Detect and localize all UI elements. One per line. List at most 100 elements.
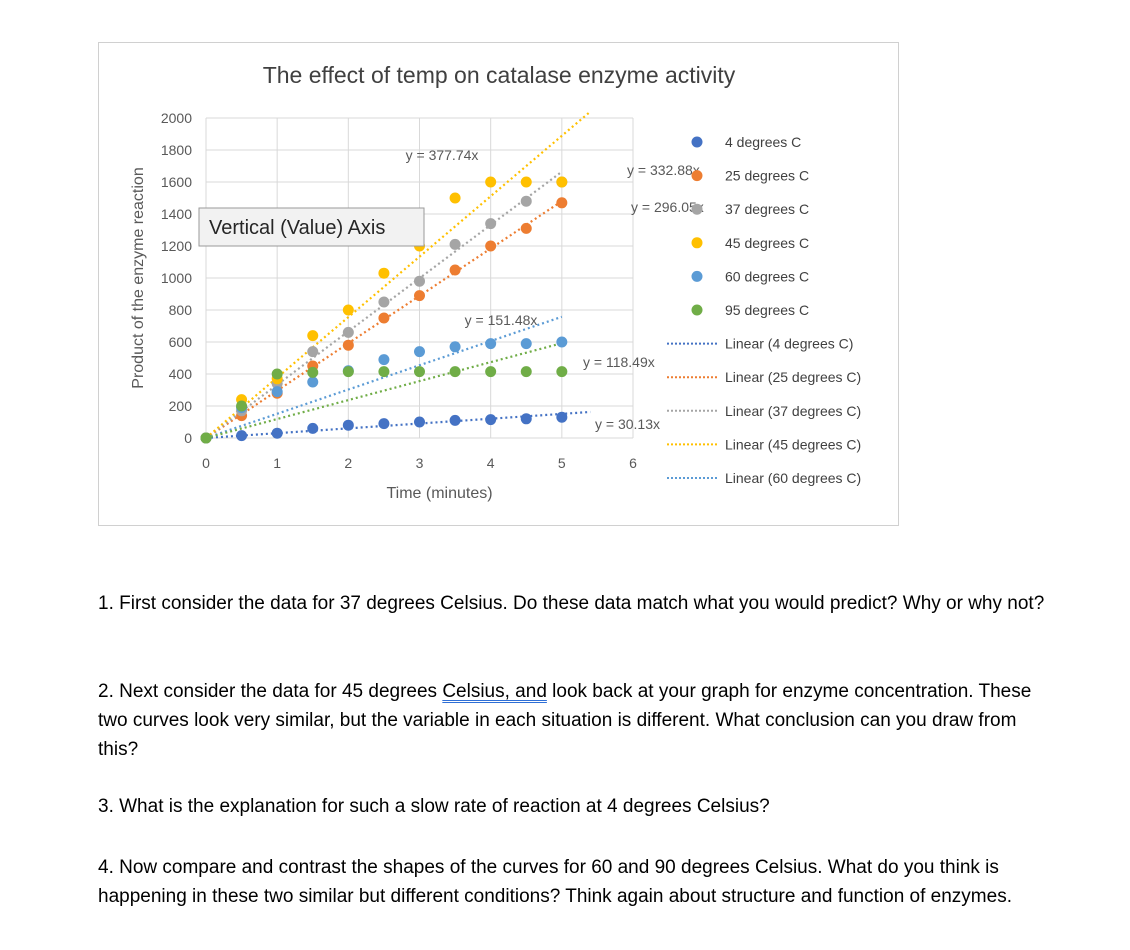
legend-label: 37 degrees C xyxy=(725,201,809,217)
data-point xyxy=(556,176,568,188)
data-point xyxy=(556,411,568,423)
data-point xyxy=(414,290,425,302)
axis-tooltip: Vertical (Value) Axis xyxy=(198,207,425,247)
data-point xyxy=(414,346,425,358)
axis-tooltip-box xyxy=(198,207,425,247)
x-tick-label: 0 xyxy=(202,455,210,471)
y-tick-label: 0 xyxy=(184,430,192,446)
y-tick-label: 200 xyxy=(169,398,193,414)
trendline xyxy=(205,200,563,439)
data-point xyxy=(449,366,461,378)
legend-label: Linear (37 degrees C) xyxy=(725,403,861,419)
data-point xyxy=(556,336,568,348)
data-point xyxy=(556,366,568,378)
y-tick-label: 1200 xyxy=(161,238,192,254)
data-point xyxy=(271,368,283,380)
question-1: 1. First consider the data for 37 degree… xyxy=(98,593,1045,614)
trendline xyxy=(205,342,563,440)
data-point xyxy=(271,427,283,439)
data-point xyxy=(200,432,212,444)
legend-label: 4 degrees C xyxy=(725,134,801,150)
legend-label: 60 degrees C xyxy=(725,268,809,284)
legend-marker xyxy=(691,136,703,148)
data-point xyxy=(449,341,461,353)
y-tick-label: 1600 xyxy=(161,174,192,190)
data-point xyxy=(378,354,390,366)
axis-tooltip-text: Vertical (Value) Axis xyxy=(209,217,385,239)
trendline-equation: y = 118.49x xyxy=(583,354,655,370)
data-point xyxy=(307,422,319,434)
data-point xyxy=(378,312,390,324)
question-3: 3. What is the explanation for such a sl… xyxy=(98,796,770,817)
data-point xyxy=(342,304,354,316)
x-tick-label: 5 xyxy=(558,455,566,471)
data-point xyxy=(378,366,390,378)
x-axis-label: Time (minutes) xyxy=(386,485,492,502)
legend-marker xyxy=(691,170,703,182)
trendline-equation: y = 377.74x xyxy=(406,147,479,163)
question-2-underlined-text: Celsius, and xyxy=(442,681,547,702)
data-point xyxy=(520,195,532,207)
data-point xyxy=(378,267,390,279)
legend-marker xyxy=(691,270,703,282)
trendline xyxy=(205,110,592,439)
data-point xyxy=(449,238,461,250)
data-point xyxy=(520,413,532,425)
trendline-equation: y = 30.13x xyxy=(595,416,660,432)
legend-label: 95 degrees C xyxy=(725,302,809,318)
y-tick-label: 600 xyxy=(169,334,193,350)
y-tick-label: 1400 xyxy=(161,206,192,222)
legend-marker xyxy=(691,304,703,316)
data-point xyxy=(449,264,461,276)
legend-marker xyxy=(691,237,703,249)
legend-label: Linear (25 degrees C) xyxy=(725,369,861,385)
y-tick-label: 1800 xyxy=(161,142,192,158)
data-point xyxy=(485,240,497,252)
y-tick-label: 1000 xyxy=(161,270,192,286)
chart-title: The effect of temp on catalase enzyme ac… xyxy=(263,62,736,88)
data-point xyxy=(378,296,390,308)
data-point xyxy=(307,366,319,378)
data-point xyxy=(520,176,532,188)
data-point xyxy=(520,338,532,350)
data-point xyxy=(449,192,461,204)
x-tick-label: 6 xyxy=(629,455,637,471)
question-2-part-a: 2. Next consider the data for 45 degrees xyxy=(98,681,443,702)
data-point xyxy=(485,414,497,426)
data-point xyxy=(485,218,497,230)
data-point xyxy=(342,326,354,338)
data-point xyxy=(307,346,319,358)
data-point xyxy=(342,419,354,431)
data-point xyxy=(342,366,354,378)
trendline-equation: y = 332.88x xyxy=(627,162,700,178)
trendline xyxy=(205,410,591,440)
y-tick-label: 800 xyxy=(169,302,193,318)
data-point xyxy=(271,386,283,398)
legend-label: Linear (60 degrees C) xyxy=(725,470,861,486)
legend-label: 25 degrees C xyxy=(725,168,809,184)
data-point xyxy=(236,430,248,442)
legend-marker xyxy=(691,203,703,215)
y-axis-label: Product of the enzyme reaction xyxy=(130,167,147,388)
data-point xyxy=(520,366,532,378)
data-point xyxy=(449,414,461,426)
trendline xyxy=(205,170,563,439)
data-point xyxy=(378,418,390,430)
data-point xyxy=(556,197,568,209)
x-tick-label: 1 xyxy=(273,455,281,471)
y-tick-label: 2000 xyxy=(161,110,192,126)
data-point xyxy=(307,330,319,342)
trendline-equation: y = 296.05x xyxy=(631,199,704,215)
question-4: 4. Now compare and contrast the shapes o… xyxy=(98,857,1012,907)
x-tick-label: 4 xyxy=(487,455,495,471)
trendline-equation: y = 151.48x xyxy=(465,312,538,328)
data-point xyxy=(485,366,497,378)
chart-area[interactable]: The effect of temp on catalase enzyme ac… xyxy=(98,42,899,526)
legend-label: Linear (45 degrees C) xyxy=(725,436,861,452)
y-tick-label: 400 xyxy=(169,366,193,382)
data-point xyxy=(414,416,425,428)
data-point xyxy=(485,338,497,350)
x-tick-label: 2 xyxy=(344,455,352,471)
legend-label: Linear (4 degrees C) xyxy=(725,336,853,352)
legend-label: 45 degrees C xyxy=(725,235,809,251)
